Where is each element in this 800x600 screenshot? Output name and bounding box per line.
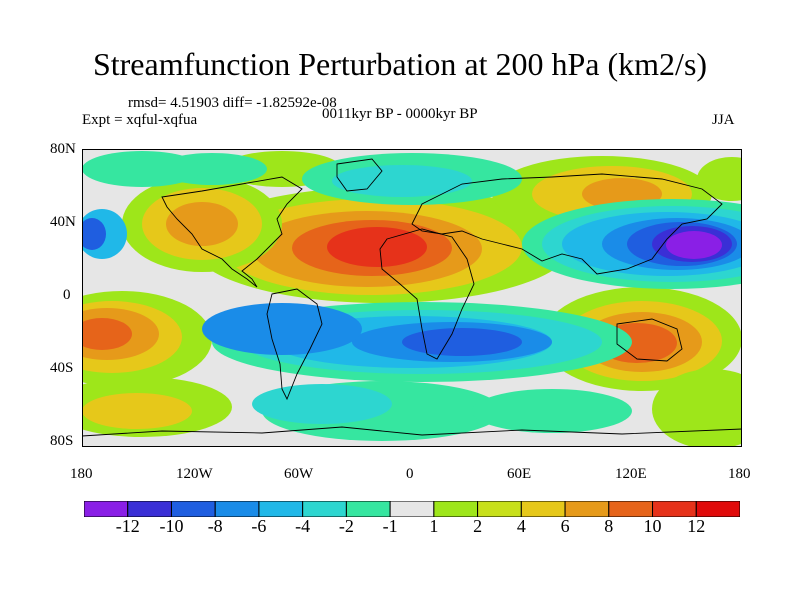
colorbar-swatch — [477, 501, 522, 517]
positive-anomalies — [82, 151, 742, 447]
coastline-south-america — [266, 288, 323, 401]
colorbar-label: -8 — [207, 516, 223, 536]
colorbar-label: 4 — [516, 516, 526, 536]
contour-region — [652, 369, 742, 447]
contour-region — [402, 328, 522, 356]
colorbar-swatch — [214, 501, 260, 517]
contour-region — [472, 389, 632, 433]
colorbar-label: -2 — [338, 516, 354, 536]
season-label: JJA — [712, 112, 735, 128]
colorbar-label: 1 — [429, 516, 439, 536]
colorbar-swatch — [127, 501, 172, 517]
colorbar-swatch — [258, 501, 304, 517]
lat-tick: 80S — [50, 433, 74, 449]
colorbar-swatch — [520, 501, 566, 517]
colorbar-swatch — [345, 501, 391, 517]
streamfunction-map — [82, 149, 742, 447]
colorbar-label: -4 — [295, 516, 311, 536]
lat-tick: 40S — [50, 360, 74, 376]
colorbar-swatch — [302, 501, 347, 517]
experiment-label: Expt = xqful-xqfua — [82, 112, 198, 128]
coastline-africa — [379, 228, 475, 360]
coastline-eurasia — [411, 173, 723, 275]
colorbar-swatch — [608, 501, 654, 517]
lon-tick: 120W — [176, 466, 213, 482]
colorbar-label: -6 — [251, 516, 267, 536]
lon-tick: 180 — [70, 466, 93, 482]
colorbar-label: 8 — [604, 516, 614, 536]
colorbar-label: 12 — [687, 516, 706, 536]
lon-tick: 180 — [728, 466, 751, 482]
contour-region — [82, 218, 106, 250]
coastline-north-america — [161, 176, 303, 288]
contour-region — [332, 165, 472, 197]
coastlines — [82, 158, 742, 437]
lon-tick: 60E — [507, 466, 532, 482]
colorbar-label: -10 — [159, 516, 184, 536]
coastline-antarctica — [82, 426, 742, 437]
negative-anomalies — [82, 151, 742, 441]
lat-tick: 40N — [50, 214, 76, 230]
colorbar-label: 2 — [473, 516, 483, 536]
stats-text: rmsd= 4.51903 diff= -1.82592e-08 — [128, 95, 337, 111]
colorbar-swatch — [433, 501, 479, 517]
contour-region — [82, 151, 202, 187]
map-frame — [82, 149, 742, 447]
colorbar-swatch — [84, 501, 129, 517]
contour-region — [166, 202, 238, 246]
lon-tick: 60W — [284, 466, 314, 482]
contour-region — [697, 157, 742, 201]
colorbar-label: -1 — [382, 516, 398, 536]
colorbar-swatch — [652, 501, 697, 517]
colorbar-label: 6 — [560, 516, 570, 536]
colorbar-label: 10 — [643, 516, 662, 536]
contour-region — [666, 231, 722, 259]
contour-region — [202, 303, 362, 355]
contour-region — [82, 318, 132, 350]
contour-region — [252, 384, 392, 424]
contour-region — [327, 227, 427, 267]
lat-tick: 80N — [50, 141, 76, 157]
colorbar-swatch — [564, 501, 610, 517]
contour-region — [82, 393, 192, 429]
colorbar — [84, 501, 740, 517]
colorbar-swatch — [695, 501, 740, 517]
colorbar-swatch — [170, 501, 216, 517]
period-label: 0011kyr BP - 0000kyr BP — [322, 106, 478, 122]
coastline-australia — [616, 318, 683, 362]
lon-tick: 0 — [406, 466, 414, 482]
coastline-greenland — [336, 158, 383, 192]
colorbar-label: -12 — [115, 516, 140, 536]
lon-tick: 120E — [615, 466, 647, 482]
lat-tick: 0 — [63, 287, 71, 303]
page-title: Streamfunction Perturbation at 200 hPa (… — [92, 46, 708, 82]
colorbar-swatch — [389, 501, 435, 517]
